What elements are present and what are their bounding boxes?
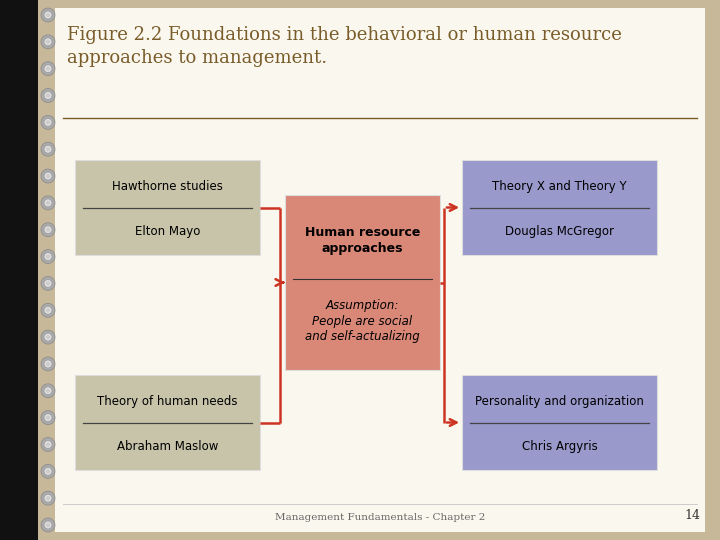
- Wedge shape: [38, 462, 47, 480]
- Circle shape: [41, 142, 55, 156]
- Wedge shape: [38, 86, 47, 105]
- Circle shape: [44, 306, 52, 314]
- Circle shape: [46, 40, 50, 44]
- Circle shape: [41, 35, 55, 49]
- Wedge shape: [38, 167, 47, 185]
- Wedge shape: [38, 60, 47, 78]
- Wedge shape: [38, 6, 47, 24]
- Text: Theory X and Theory Y: Theory X and Theory Y: [492, 180, 627, 193]
- Circle shape: [46, 442, 50, 447]
- Wedge shape: [38, 33, 47, 51]
- Bar: [462, 375, 657, 470]
- Circle shape: [41, 62, 55, 76]
- Circle shape: [46, 496, 50, 500]
- Circle shape: [44, 387, 52, 395]
- Wedge shape: [38, 355, 47, 373]
- Circle shape: [41, 89, 55, 103]
- Circle shape: [44, 226, 52, 234]
- Circle shape: [44, 441, 52, 449]
- Text: Douglas McGregor: Douglas McGregor: [505, 225, 614, 238]
- Circle shape: [44, 279, 52, 287]
- Circle shape: [41, 116, 55, 130]
- Text: Human resource
approaches: Human resource approaches: [305, 226, 420, 255]
- Circle shape: [46, 416, 50, 420]
- Circle shape: [41, 518, 55, 532]
- Circle shape: [46, 228, 50, 232]
- Bar: [75, 375, 260, 470]
- Wedge shape: [38, 489, 47, 507]
- Bar: [462, 160, 657, 255]
- Text: 14: 14: [684, 509, 700, 522]
- Circle shape: [41, 196, 55, 210]
- Circle shape: [44, 199, 52, 207]
- Circle shape: [41, 276, 55, 291]
- Circle shape: [41, 464, 55, 478]
- Circle shape: [46, 254, 50, 259]
- Wedge shape: [38, 274, 47, 293]
- Circle shape: [41, 303, 55, 318]
- Wedge shape: [38, 382, 47, 400]
- Circle shape: [41, 169, 55, 183]
- Circle shape: [41, 249, 55, 264]
- Circle shape: [46, 93, 50, 98]
- Circle shape: [46, 13, 50, 17]
- Text: Theory of human needs: Theory of human needs: [97, 395, 238, 408]
- Circle shape: [46, 335, 50, 339]
- Circle shape: [44, 494, 52, 502]
- Circle shape: [44, 333, 52, 341]
- Circle shape: [44, 11, 52, 19]
- Circle shape: [46, 66, 50, 71]
- Bar: [75, 160, 260, 255]
- Bar: [0, 0, 38, 540]
- Text: Personality and organization: Personality and organization: [475, 395, 644, 408]
- Circle shape: [46, 174, 50, 178]
- Circle shape: [44, 467, 52, 475]
- Circle shape: [46, 389, 50, 393]
- Text: Hawthorne studies: Hawthorne studies: [112, 180, 223, 193]
- Circle shape: [41, 357, 55, 371]
- Circle shape: [44, 253, 52, 261]
- Circle shape: [44, 65, 52, 73]
- Wedge shape: [38, 516, 47, 534]
- Wedge shape: [38, 301, 47, 319]
- Wedge shape: [38, 409, 47, 427]
- Circle shape: [46, 147, 50, 151]
- Wedge shape: [38, 247, 47, 266]
- Circle shape: [41, 410, 55, 424]
- Wedge shape: [38, 194, 47, 212]
- Circle shape: [44, 118, 52, 126]
- Text: Abraham Maslow: Abraham Maslow: [117, 440, 218, 453]
- Bar: [285, 195, 440, 370]
- Circle shape: [44, 521, 52, 529]
- Circle shape: [46, 120, 50, 124]
- Circle shape: [46, 308, 50, 312]
- Text: Assumption:
People are social
and self-actualizing: Assumption: People are social and self-a…: [305, 299, 420, 343]
- Circle shape: [46, 362, 50, 366]
- Wedge shape: [38, 435, 47, 454]
- Wedge shape: [38, 113, 47, 131]
- Circle shape: [44, 172, 52, 180]
- Circle shape: [44, 38, 52, 46]
- Text: Chris Argyris: Chris Argyris: [521, 440, 598, 453]
- Circle shape: [44, 91, 52, 99]
- Text: Elton Mayo: Elton Mayo: [135, 225, 200, 238]
- Wedge shape: [38, 140, 47, 158]
- Circle shape: [46, 523, 50, 527]
- Circle shape: [41, 437, 55, 451]
- Circle shape: [41, 330, 55, 344]
- Wedge shape: [38, 328, 47, 346]
- Text: Management Fundamentals - Chapter 2: Management Fundamentals - Chapter 2: [275, 513, 485, 522]
- Circle shape: [41, 491, 55, 505]
- Circle shape: [41, 8, 55, 22]
- Circle shape: [44, 145, 52, 153]
- Circle shape: [41, 222, 55, 237]
- Circle shape: [44, 414, 52, 422]
- Circle shape: [46, 281, 50, 286]
- Circle shape: [46, 469, 50, 474]
- Circle shape: [41, 384, 55, 398]
- Circle shape: [44, 360, 52, 368]
- Text: Figure 2.2 Foundations in the behavioral or human resource
approaches to managem: Figure 2.2 Foundations in the behavioral…: [67, 26, 622, 67]
- Circle shape: [46, 201, 50, 205]
- Wedge shape: [38, 221, 47, 239]
